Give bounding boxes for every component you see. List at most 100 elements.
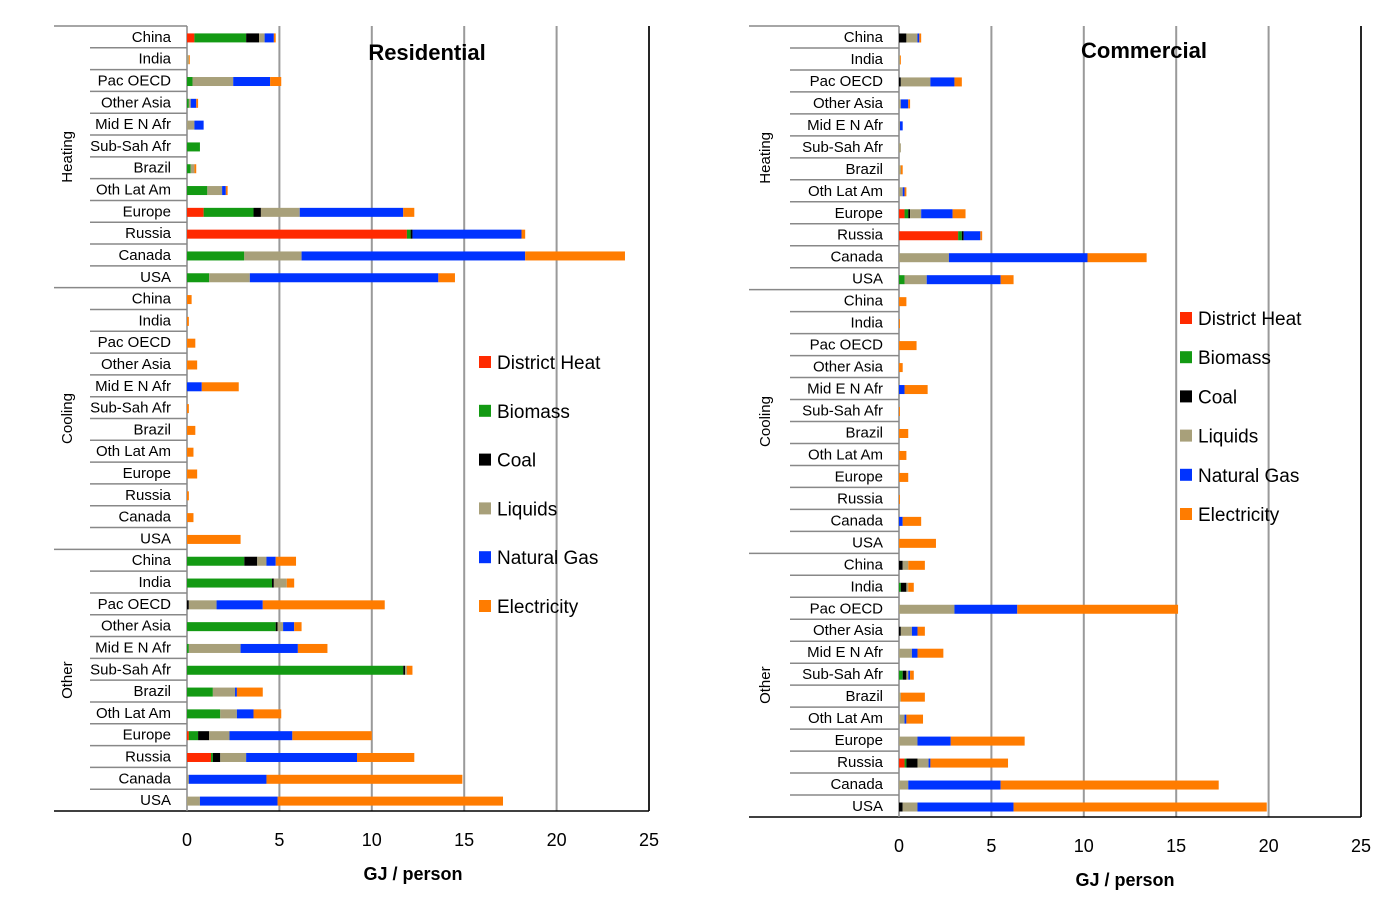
category-label: Oth Lat Am <box>96 443 171 460</box>
bar-natural-gas-europe <box>229 731 293 741</box>
bar-natural-gas-sub-sah-afr <box>908 670 911 680</box>
category-label: China <box>844 293 884 310</box>
bar-electricity-europe <box>899 472 909 482</box>
category-label: Russia <box>837 754 884 771</box>
bar-biomass-usa <box>899 275 905 285</box>
category-label: Russia <box>837 227 884 244</box>
category-label: USA <box>852 798 883 815</box>
bar-natural-gas-mid-e-n-afr <box>899 385 905 395</box>
legend-swatch-electricity <box>1180 508 1192 520</box>
bar-coal-china <box>899 33 907 43</box>
category-label: Mid E N Afr <box>95 378 171 395</box>
bar-liquids-pac-oecd <box>192 77 234 87</box>
bar-district-heat-china <box>187 33 195 43</box>
category-label: Brazil <box>133 683 171 700</box>
category-label: Other Asia <box>101 618 172 635</box>
category-label: Other Asia <box>813 95 884 112</box>
category-label: USA <box>140 792 171 809</box>
category-label: USA <box>140 269 171 286</box>
bar-coal-europe <box>198 731 210 741</box>
bar-coal-russia <box>906 758 918 768</box>
bar-liquids-pac-oecd <box>899 604 955 614</box>
legend-label-natural-gas: Natural Gas <box>1198 466 1299 487</box>
bar-liquids-mid-e-n-afr <box>899 648 912 658</box>
legend-swatch-natural-gas <box>479 551 491 564</box>
bar-electricity-other-asia <box>294 622 302 632</box>
bar-natural-gas-oth-lat-am <box>902 187 905 197</box>
bar-coal-china <box>244 556 258 566</box>
bar-biomass-other-asia <box>187 622 276 632</box>
bar-electricity-canada <box>902 516 922 526</box>
bar-electricity-brazil <box>900 165 903 175</box>
bar-coal-india <box>900 582 907 592</box>
bar-electricity-russia <box>930 758 1009 768</box>
category-label: Europe <box>835 205 883 222</box>
legend-label-liquids: Liquids <box>497 499 557 520</box>
bar-electricity-india <box>899 55 901 65</box>
legend-swatch-liquids <box>1180 429 1192 442</box>
bar-natural-gas-usa <box>199 796 278 806</box>
bar-biomass-china <box>187 556 245 566</box>
bar-natural-gas-china <box>266 556 276 566</box>
bar-electricity-china <box>187 295 192 305</box>
category-label: Pac OECD <box>98 73 172 90</box>
bar-natural-gas-mid-e-n-afr <box>194 120 204 130</box>
bar-district-heat-russia <box>187 229 407 239</box>
bar-coal-sub-sah-afr <box>902 670 907 680</box>
bar-liquids-canada <box>187 774 189 784</box>
bar-electricity-other-asia <box>196 98 199 108</box>
bar-electricity-oth-lat-am <box>225 186 228 196</box>
category-label: Europe <box>123 465 171 482</box>
category-label: India <box>138 574 171 591</box>
category-label: Pac OECD <box>810 600 884 617</box>
category-label: Other Asia <box>101 356 172 373</box>
bar-natural-gas-europe <box>921 209 953 219</box>
bar-coal-other-asia <box>899 626 901 636</box>
category-label: China <box>132 291 172 308</box>
category-label: Other Asia <box>101 94 172 111</box>
category-label: China <box>132 552 172 569</box>
bar-electricity-mid-e-n-afr <box>904 385 928 395</box>
category-label: Oth Lat Am <box>808 183 883 200</box>
bar-coal-china <box>246 33 260 43</box>
bar-liquids-europe <box>260 207 300 217</box>
bar-district-heat-europe <box>187 731 189 741</box>
bar-natural-gas-china <box>917 33 920 43</box>
category-label: Oth Lat Am <box>96 705 171 722</box>
bar-natural-gas-russia <box>928 758 931 768</box>
bar-natural-gas-china <box>264 33 274 43</box>
category-label: China <box>132 29 172 46</box>
bar-biomass-sub-sah-afr <box>187 665 404 675</box>
bar-biomass-pac-oecd <box>187 77 193 87</box>
bar-electricity-india <box>908 582 914 592</box>
bar-electricity-mid-e-n-afr <box>201 382 239 392</box>
legend-swatch-natural-gas <box>1180 468 1192 481</box>
bar-electricity-india <box>286 578 295 588</box>
bar-biomass-russia <box>406 229 411 239</box>
bar-liquids-india <box>899 55 900 65</box>
bar-electricity-europe <box>187 469 198 479</box>
legend-label-coal: Coal <box>497 451 536 472</box>
bar-natural-gas-usa <box>926 275 1001 285</box>
category-label: Canada <box>118 509 171 526</box>
category-label: Russia <box>125 487 172 504</box>
bar-electricity-pac-oecd <box>270 77 282 87</box>
bar-liquids-mid-e-n-afr <box>187 120 195 130</box>
category-label: Mid E N Afr <box>807 117 883 134</box>
bar-natural-gas-canada <box>908 780 1001 790</box>
category-label: Oth Lat Am <box>808 446 883 463</box>
category-label: Brazil <box>133 421 171 438</box>
bar-electricity-russia <box>899 494 900 504</box>
bar-coal-china <box>899 560 903 570</box>
bar-electricity-sub-sah-afr <box>910 670 914 680</box>
category-label: Mid E N Afr <box>807 381 883 398</box>
bar-liquids-brazil <box>899 692 901 702</box>
x-tick-label: 0 <box>182 830 192 850</box>
bar-natural-gas-usa <box>917 802 1014 812</box>
bar-electricity-china <box>919 33 922 43</box>
category-label: Russia <box>125 225 172 242</box>
bar-natural-gas-canada <box>899 516 903 526</box>
bar-electricity-pac-oecd <box>187 338 196 348</box>
category-label: India <box>850 578 883 595</box>
x-tick-label: 5 <box>986 836 996 856</box>
